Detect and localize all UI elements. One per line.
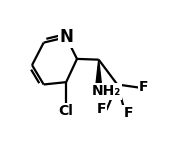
Text: F: F (97, 102, 106, 116)
Text: NH₂: NH₂ (92, 84, 121, 98)
Text: F: F (123, 106, 133, 120)
Text: N: N (59, 28, 73, 46)
Text: Cl: Cl (59, 104, 74, 118)
Text: F: F (139, 80, 148, 94)
Polygon shape (95, 60, 102, 91)
